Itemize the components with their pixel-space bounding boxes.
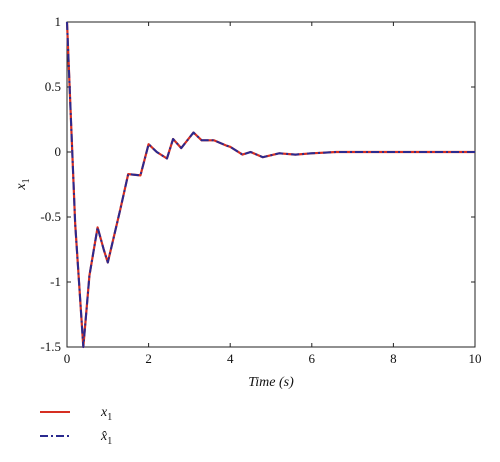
- x-tick-label: 4: [227, 351, 234, 366]
- legend-label-xhat1: x̂1: [100, 429, 112, 447]
- legend-label-x1-main: x: [100, 405, 108, 420]
- y-tick-label: 0.5: [45, 79, 61, 94]
- series-line-x1: [65, 21, 475, 349]
- y-tick-label: 0: [55, 144, 62, 159]
- plot-frame: [66, 21, 476, 348]
- legend: x1 x̂1: [40, 405, 112, 447]
- x-tick-label: 8: [390, 351, 397, 366]
- y-tick-label: 1: [55, 14, 62, 29]
- y-axis-label: x1: [14, 178, 32, 190]
- x-axis-label: Time (s): [248, 375, 294, 390]
- legend-label-xhat1-subscript: 1: [107, 436, 112, 447]
- series-lines: [65, 21, 475, 349]
- x-tick-label: 0: [64, 351, 71, 366]
- legend-label-x1-subscript: 1: [107, 412, 112, 423]
- legend-label-x1: x1: [100, 405, 112, 423]
- y-tick-label: -1.5: [40, 339, 61, 354]
- x-tick-label: 2: [145, 351, 152, 366]
- y-axis-label-subscript: 1: [21, 178, 32, 183]
- y-tick-label: -1: [50, 274, 61, 289]
- series-line-xhat1: [66, 21, 475, 348]
- x-tick-label: 6: [309, 351, 316, 366]
- y-tick-label: -0.5: [40, 209, 61, 224]
- y-axis-label-main: x: [14, 183, 29, 191]
- x-tick-label: 10: [469, 351, 482, 366]
- axis-ticks: 0 2 4 6 8 10 1 0.5 0 -0.5 -1 -1.5: [40, 14, 481, 366]
- legend-label-xhat1-main: x̂: [100, 429, 108, 444]
